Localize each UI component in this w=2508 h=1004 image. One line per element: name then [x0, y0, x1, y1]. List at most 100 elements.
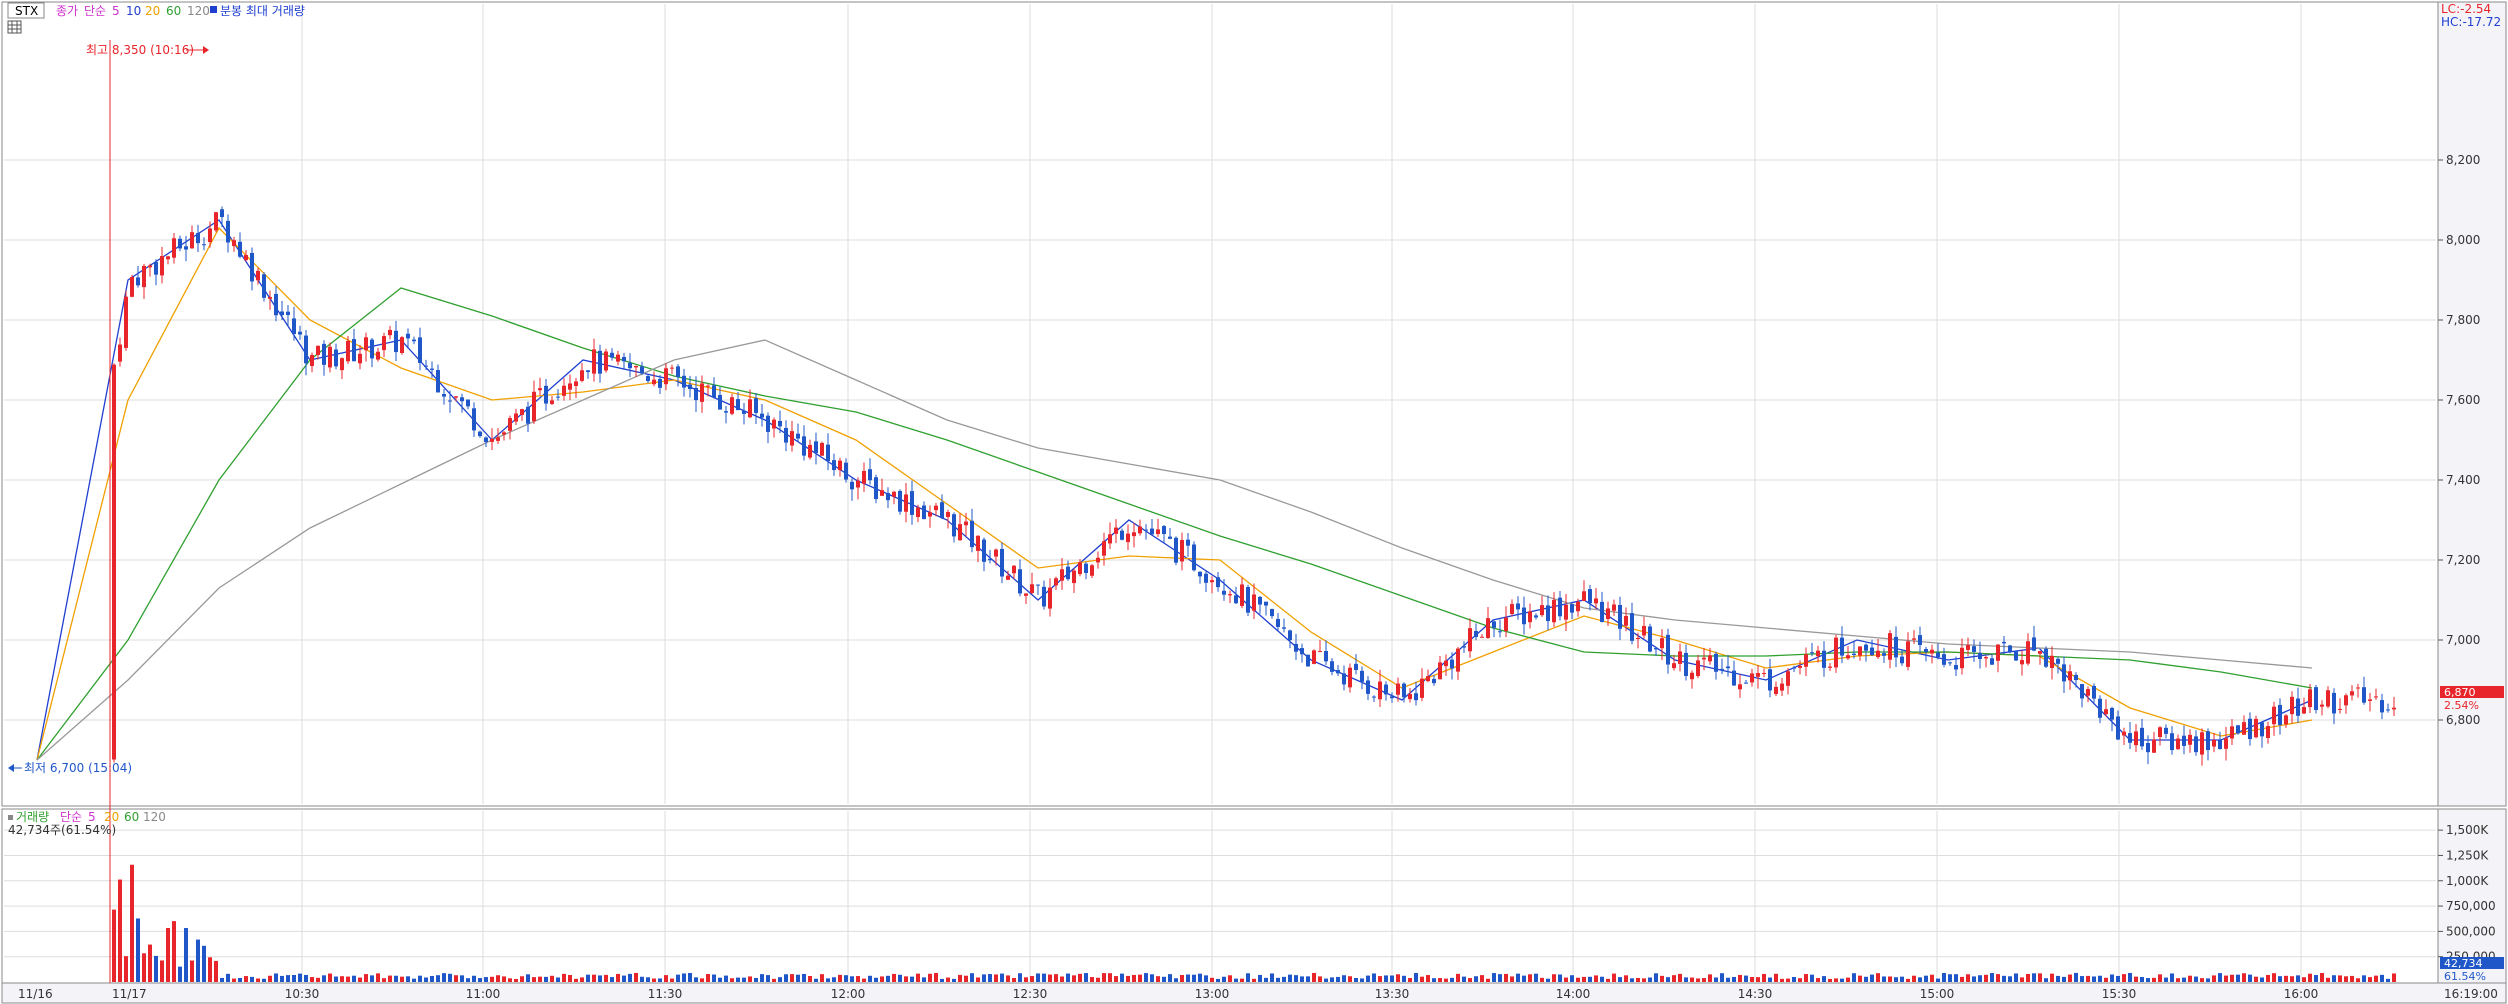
volume-bar: [1528, 974, 1532, 982]
candle-body: [124, 296, 128, 348]
candle-body: [1228, 594, 1232, 596]
candle-body: [1180, 540, 1184, 562]
time-tick-label: 13:30: [1375, 987, 1410, 1001]
volume-bar: [2092, 976, 2096, 982]
volume-bar: [1942, 973, 1946, 982]
candle-body: [1270, 609, 1274, 617]
volume-bar: [946, 977, 950, 982]
volume-bar: [1168, 974, 1172, 982]
candle-body: [1006, 575, 1010, 580]
candle-body: [934, 505, 938, 511]
volume-bar: [952, 978, 956, 982]
candle-body: [748, 399, 752, 418]
volume-legend-5: 5: [88, 810, 96, 824]
candle-body: [724, 411, 728, 413]
candle-body: [286, 311, 290, 316]
volume-bar: [910, 976, 914, 982]
candle-body: [550, 400, 554, 404]
volume-bar: [1414, 972, 1418, 982]
candle-body: [910, 491, 914, 515]
candle-body: [562, 385, 566, 396]
volume-bar: [160, 960, 164, 982]
volume-bar: [1918, 977, 1922, 982]
volume-bar: [226, 973, 230, 982]
candle-body: [2002, 641, 2006, 644]
volume-bar: [1720, 973, 1724, 982]
candle-body: [2176, 738, 2180, 750]
volume-bar: [1972, 976, 1976, 982]
volume-bar: [2326, 977, 2330, 982]
grid-toggle-icon[interactable]: [7, 20, 22, 34]
candle-body: [1438, 662, 1442, 680]
candle-body: [1510, 604, 1514, 614]
candle-body: [2170, 733, 2174, 751]
candle-body: [364, 337, 368, 351]
symbol-box[interactable]: [7, 2, 45, 19]
symbol-label[interactable]: STX: [15, 4, 38, 18]
volume-bar: [1642, 978, 1646, 982]
volume-bar: [1384, 975, 1388, 982]
volume-bar: [358, 977, 362, 982]
candle-body: [1408, 693, 1412, 700]
candle-body: [808, 444, 812, 458]
volume-bar: [712, 974, 716, 982]
volume-bar: [742, 977, 746, 982]
volume-legend-60: 60: [124, 810, 139, 824]
volume-bar: [1726, 977, 1730, 982]
candle-body: [1294, 643, 1298, 652]
volume-bar: [1330, 977, 1334, 982]
candle-body: [2134, 731, 2138, 746]
volume-bar: [544, 976, 548, 982]
candle-body: [922, 505, 926, 520]
volume-bar: [1798, 978, 1802, 982]
candle-body: [358, 353, 362, 364]
volume-bar: [196, 939, 200, 982]
candle-body: [1342, 673, 1346, 685]
candle-body: [778, 420, 782, 427]
candle-body: [2194, 736, 2198, 753]
volume-bar: [328, 973, 332, 982]
candle-body: [2092, 685, 2096, 699]
volume-bar: [532, 977, 536, 982]
candle-body: [1048, 587, 1052, 609]
volume-bar: [1150, 974, 1154, 982]
time-tick-label: 11:30: [648, 987, 683, 1001]
volume-bar: [1552, 974, 1556, 982]
low-arrow-head-icon: [8, 764, 14, 772]
volume-bar: [622, 975, 626, 982]
candle-body: [1132, 532, 1136, 537]
volume-bar: [1024, 977, 1028, 982]
candle-body: [2212, 740, 2216, 747]
volume-bar: [1240, 978, 1244, 982]
volume-bar: [1156, 976, 1160, 982]
candle-body: [904, 494, 908, 512]
volume-bar: [1492, 973, 1496, 982]
candle-body: [664, 368, 668, 385]
volume-bar: [940, 978, 944, 982]
volume-bar: [856, 976, 860, 982]
volume-bar: [1786, 978, 1790, 982]
candle-body: [1360, 670, 1364, 682]
candle-body: [1864, 644, 1868, 651]
candle-body: [1108, 534, 1112, 544]
candle-body: [1894, 636, 1898, 658]
grid-layer: [4, 4, 2436, 981]
volume-badge-pct: 61.54%: [2444, 970, 2486, 983]
candle-body: [424, 365, 428, 367]
candle-body: [976, 535, 980, 551]
volume-bar: [1978, 975, 1982, 982]
volume-bar: [1048, 974, 1052, 982]
candle-body: [1672, 663, 1676, 669]
candle-body: [1582, 591, 1586, 601]
candle-body: [1186, 539, 1190, 546]
candle-body: [832, 460, 836, 471]
volume-bar: [340, 976, 344, 982]
time-tick-label: 14:30: [1738, 987, 1773, 1001]
volume-bar: [1216, 978, 1220, 982]
candle-body: [2056, 658, 2060, 664]
candle-body: [1054, 578, 1058, 586]
candle-body: [118, 344, 122, 362]
candle-body: [1066, 566, 1070, 580]
volume-bar: [202, 945, 206, 982]
